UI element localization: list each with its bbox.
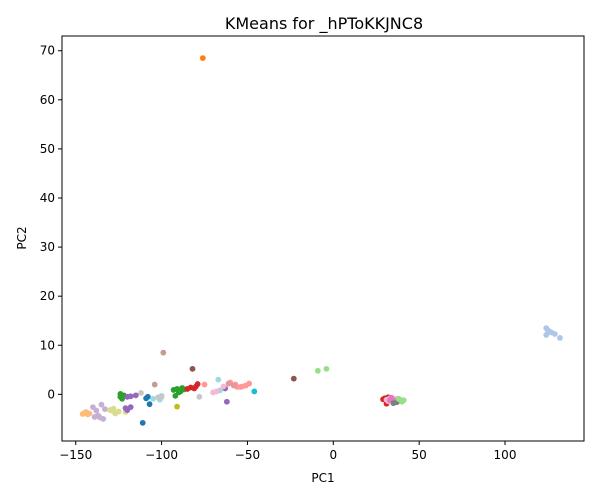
y-axis: 0 10 20 30 40 50 60 70: [40, 44, 62, 401]
data-point: [115, 408, 122, 415]
x-tick-label: −50: [235, 448, 260, 462]
data-point: [132, 392, 139, 399]
y-tick-label: 70: [40, 44, 55, 58]
x-tick-label: −150: [59, 448, 92, 462]
data-point: [124, 407, 131, 413]
data-point: [191, 385, 198, 392]
data-point: [117, 393, 124, 400]
data-point: [151, 381, 158, 388]
data-point: [213, 388, 220, 395]
data-point: [124, 393, 131, 400]
data-point: [138, 389, 144, 396]
data-point: [223, 398, 230, 405]
data-point: [390, 400, 397, 407]
data-point: [79, 411, 86, 417]
plot-points: [79, 55, 563, 426]
chart-title: KMeans for _hPToKKJNC8: [225, 14, 423, 34]
data-point: [174, 403, 180, 410]
data-point: [100, 416, 107, 422]
data-point: [201, 381, 208, 388]
data-point: [230, 382, 237, 389]
data-point: [98, 401, 105, 408]
data-point: [395, 395, 402, 402]
y-tick-label: 30: [40, 240, 55, 254]
x-tick-label: 100: [494, 448, 517, 462]
data-point: [290, 375, 297, 382]
y-axis-label: PC2: [15, 226, 29, 249]
data-point: [400, 397, 407, 404]
data-point: [189, 365, 196, 372]
data-point: [220, 383, 227, 390]
data-point: [251, 388, 258, 395]
data-point: [199, 55, 206, 61]
y-tick-label: 10: [40, 338, 55, 352]
data-point: [196, 393, 203, 400]
data-point: [194, 381, 201, 387]
data-point: [95, 412, 101, 419]
x-axis-label: PC1: [311, 471, 334, 485]
data-point: [160, 349, 167, 356]
data-point: [215, 376, 222, 383]
data-point: [551, 331, 558, 337]
data-point: [323, 365, 330, 372]
data-point: [146, 401, 153, 408]
y-tick-label: 0: [47, 387, 55, 401]
data-point: [86, 410, 93, 417]
data-point: [388, 394, 395, 401]
data-point: [93, 407, 100, 414]
plot-area-frame: [61, 35, 585, 442]
y-tick-label: 40: [40, 191, 55, 205]
x-axis: −150 −100 −50 0 50 100: [59, 441, 516, 462]
y-tick-label: 50: [40, 142, 55, 156]
x-tick-label: 0: [329, 448, 337, 462]
data-point: [239, 383, 246, 390]
data-point: [107, 407, 113, 413]
data-point: [158, 393, 165, 400]
data-point: [314, 367, 321, 374]
data-point: [150, 395, 156, 402]
data-point: [102, 406, 108, 412]
data-point: [143, 395, 150, 402]
y-tick-label: 60: [40, 93, 55, 107]
data-point: [246, 380, 253, 387]
data-point: [175, 389, 182, 396]
x-tick-label: −100: [145, 448, 178, 462]
data-point: [557, 335, 563, 341]
data-point: [546, 328, 553, 335]
data-point: [225, 380, 232, 387]
y-tick-label: 20: [40, 289, 55, 303]
x-tick-label: 50: [412, 448, 427, 462]
data-point: [139, 419, 146, 426]
